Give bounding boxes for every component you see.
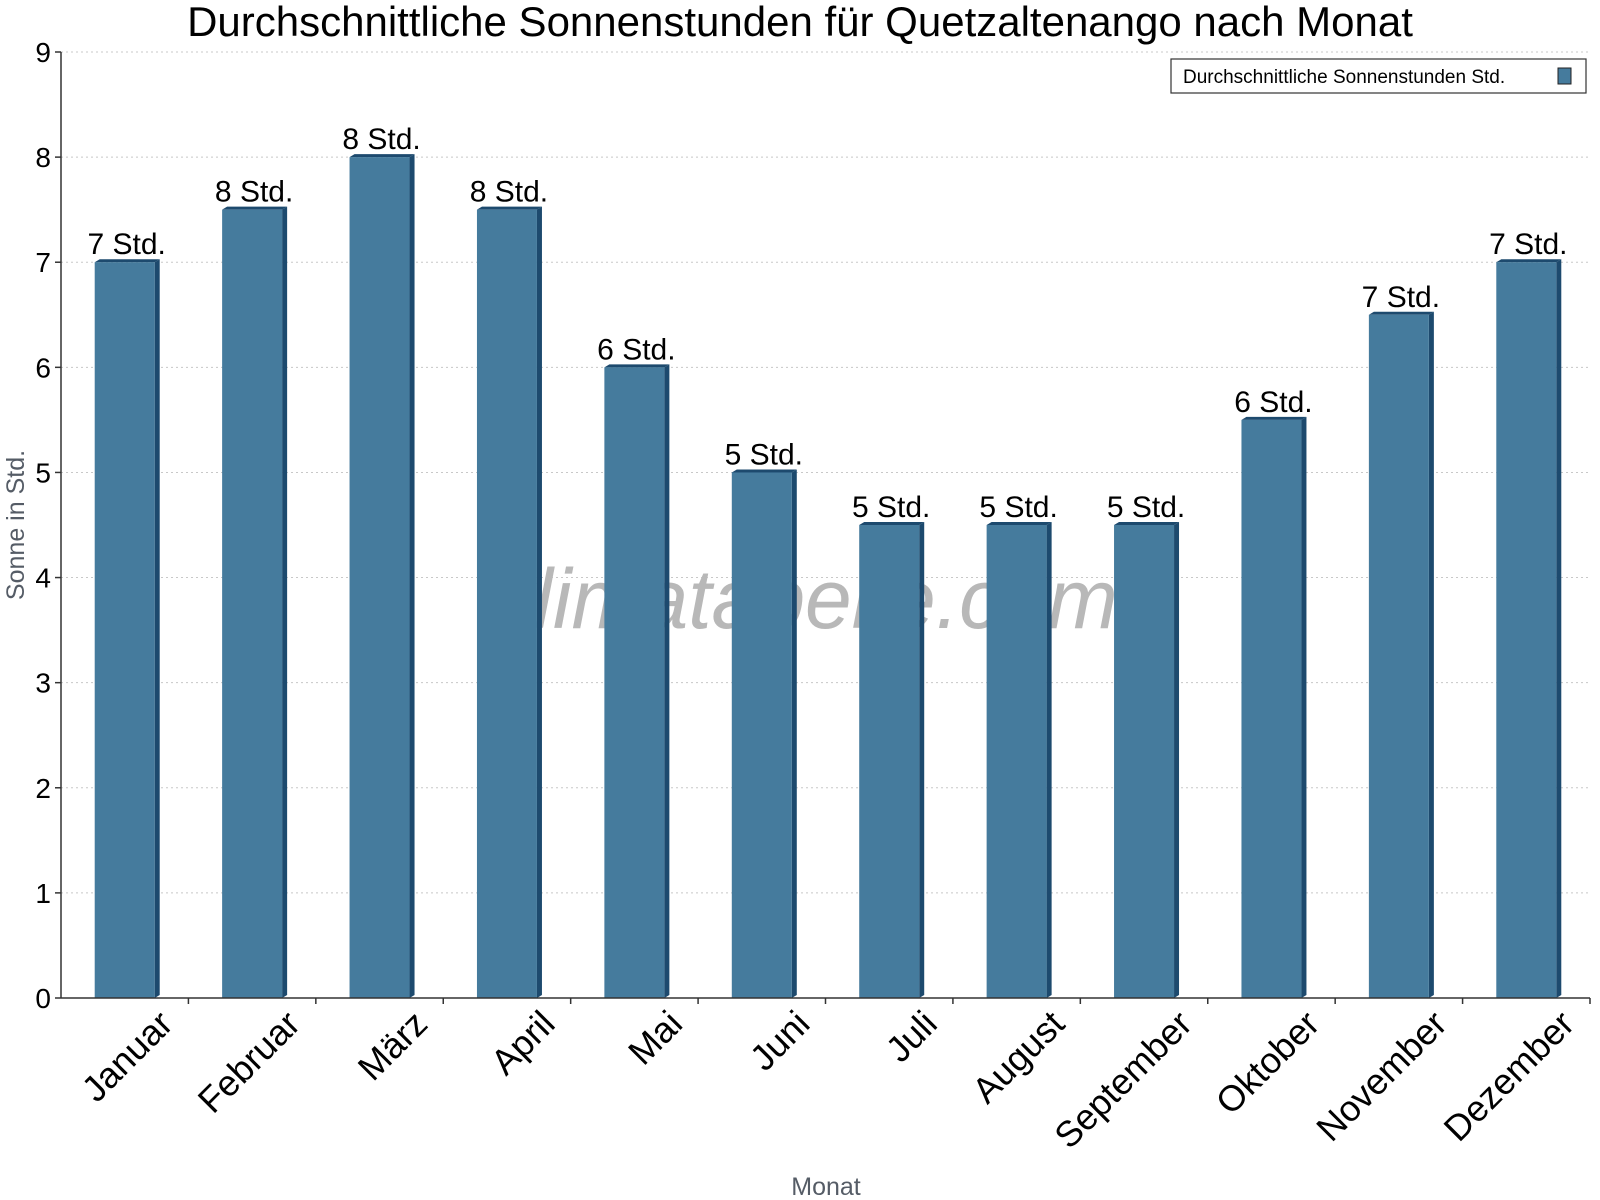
x-tick-label: Juli (878, 1003, 945, 1070)
x-tick-label: August (964, 1003, 1072, 1111)
bar-top (731, 469, 797, 473)
y-tick-label: 8 (35, 142, 51, 173)
bar (731, 469, 797, 998)
bar-side (664, 364, 670, 998)
bar-top (986, 522, 1052, 525)
bar-top (1368, 311, 1434, 315)
bar-front (859, 525, 920, 998)
y-tick-label: 7 (35, 247, 51, 278)
bar-front (986, 525, 1047, 998)
bar-top (1241, 416, 1307, 420)
bar-side (1046, 522, 1052, 998)
y-tick-label: 3 (35, 668, 51, 699)
bar (1241, 416, 1307, 998)
bar (1114, 522, 1180, 998)
x-tick-label: September (1046, 1003, 1200, 1157)
data-label: 6 Std. (597, 333, 675, 366)
y-tick-label: 5 (35, 457, 51, 488)
bar (986, 522, 1052, 998)
data-label: 5 Std. (725, 438, 803, 471)
legend-box (1170, 58, 1587, 94)
y-tick-label: 2 (35, 773, 51, 804)
legend: Durchschnittliche Sonnenstunden Std. (1170, 58, 1587, 94)
y-tick-labels: 0 1 2 3 4 5 6 7 8 9 (35, 37, 61, 1014)
bar-top (222, 206, 288, 210)
data-label: 8 Std. (470, 176, 548, 209)
y-tick-label: 9 (35, 37, 51, 68)
y-tick-label: 0 (35, 983, 51, 1014)
bar (1496, 259, 1562, 998)
bar (1368, 311, 1434, 998)
bar-side (536, 206, 542, 998)
x-tick-label: November (1308, 1003, 1454, 1149)
data-labels: 7 Std. 8 Std. 8 Std. 8 Std. 6 Std. 5 Std. 5 St… (88, 123, 1568, 524)
bar-top (859, 522, 925, 525)
bar-front (1241, 419, 1302, 998)
data-label: 8 Std. (215, 176, 293, 209)
bar-top (1114, 522, 1180, 525)
bar (94, 259, 160, 998)
bar-front (476, 209, 537, 998)
bar-side (1301, 416, 1307, 998)
data-label: 5 Std. (979, 491, 1057, 524)
bar-side (409, 154, 415, 999)
legend-label: Durchschnittliche Sonnenstunden Std. (1183, 67, 1505, 88)
x-axis-label: Monat (791, 1173, 861, 1200)
data-label: 5 Std. (852, 491, 930, 524)
bar-front (222, 209, 283, 998)
x-tick-label: April (483, 1003, 563, 1083)
data-label: 5 Std. (1107, 491, 1185, 524)
bar-side (919, 522, 925, 998)
bar-front (349, 157, 410, 999)
bar-side (154, 259, 160, 998)
bar (859, 522, 925, 998)
bar-top (604, 364, 670, 368)
bar-front (1496, 262, 1557, 998)
bar-front (731, 472, 792, 998)
bar-front (604, 367, 665, 998)
bar-side (1556, 259, 1562, 998)
bar-front (1114, 525, 1175, 998)
bar-top (349, 154, 415, 158)
y-tick-label: 6 (35, 352, 51, 383)
bars (94, 154, 1562, 999)
y-tick-label: 1 (35, 878, 51, 909)
x-tick-label: Februar (190, 1003, 308, 1121)
bar-front (1368, 314, 1429, 998)
bar-side (282, 206, 288, 998)
x-tick-label: Dezember (1436, 1003, 1582, 1149)
data-label: 8 Std. (342, 123, 420, 156)
y-axis-label: Sonne in Std. (2, 450, 30, 600)
legend-swatch (1557, 67, 1572, 85)
data-label: 7 Std. (1489, 228, 1567, 261)
bar-top (94, 259, 160, 263)
bar (349, 154, 415, 999)
data-label: 6 Std. (1234, 386, 1312, 419)
bar-side (1174, 522, 1180, 998)
x-tick-label: Oktober (1208, 1003, 1328, 1123)
bar (604, 364, 670, 998)
data-label: 7 Std. (88, 228, 166, 261)
bar-side (791, 469, 797, 998)
bar-side (1428, 311, 1434, 998)
x-tick-label: Juni (742, 1003, 818, 1079)
chart-title: Durchschnittliche Sonnenstunden für Quet… (187, 0, 1413, 45)
bar (222, 206, 288, 998)
x-tick-labels: Januar Februar März April Mai Juni Juli AugustS… (74, 998, 1591, 1157)
y-tick-label: 4 (35, 563, 51, 594)
bar (476, 206, 542, 998)
x-tick-label: Mai (620, 1003, 690, 1073)
bar-front (94, 262, 155, 998)
x-tick-label: Januar (74, 1003, 181, 1110)
bar-top (1496, 259, 1562, 263)
x-tick-label: März (350, 1003, 436, 1089)
bar-top (476, 206, 542, 210)
data-label: 7 Std. (1362, 281, 1440, 314)
